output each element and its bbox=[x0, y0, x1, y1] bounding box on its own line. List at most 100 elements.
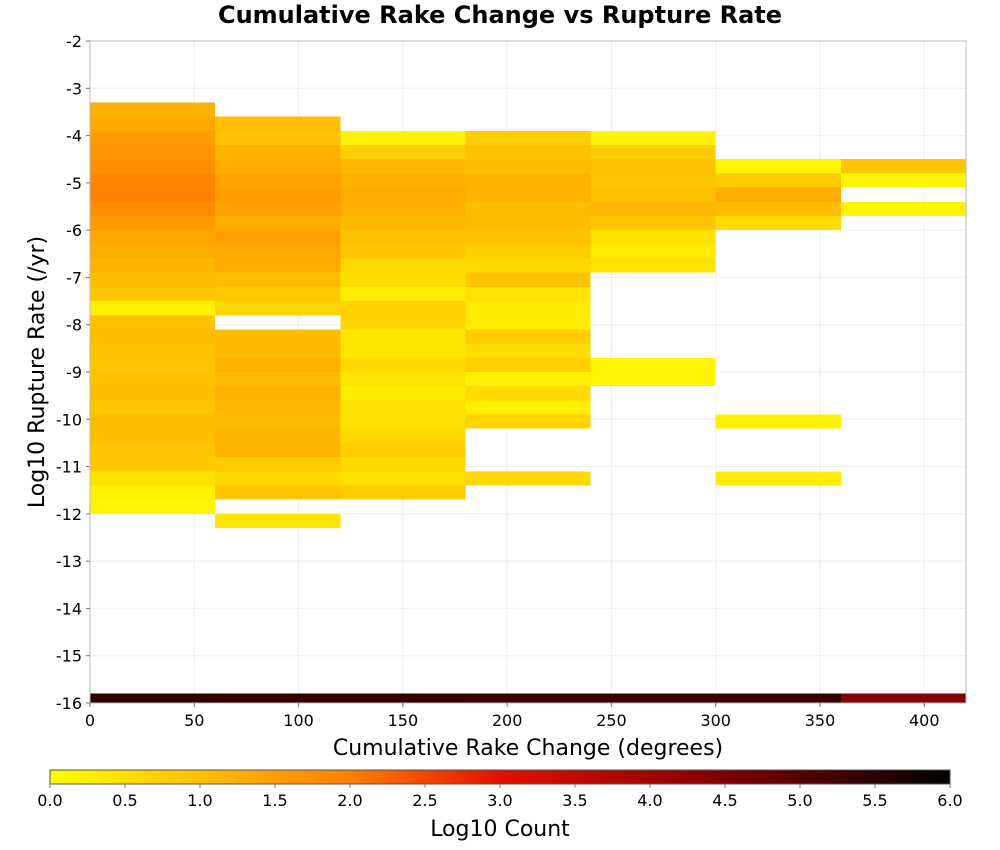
heatmap-cell bbox=[715, 201, 841, 216]
heatmap-cell bbox=[90, 400, 216, 415]
heatmap-cell bbox=[340, 187, 466, 202]
x-tick-label: 0 bbox=[85, 711, 95, 730]
chart-title: Cumulative Rake Change vs Rupture Rate bbox=[218, 1, 782, 29]
heatmap-cell bbox=[215, 230, 341, 245]
heatmap-cell bbox=[90, 159, 216, 174]
y-tick-label: -11 bbox=[56, 458, 82, 477]
heatmap-cell bbox=[465, 693, 591, 703]
heatmap-cell bbox=[590, 258, 716, 273]
heatmap-cell bbox=[465, 230, 591, 245]
y-tick-label: -7 bbox=[66, 268, 82, 287]
y-tick-label: -16 bbox=[56, 694, 82, 713]
heatmap-cell bbox=[340, 457, 466, 472]
colorbar-tick-label: 5.0 bbox=[787, 791, 812, 810]
y-axis-title: Log10 Rupture Rate (/yr) bbox=[25, 236, 50, 508]
heatmap-cell bbox=[90, 499, 216, 514]
colorbar-tick-label: 1.0 bbox=[187, 791, 212, 810]
heatmap-cell bbox=[465, 286, 591, 302]
y-tick-label: -6 bbox=[66, 221, 82, 240]
y-axis-ticks: -2 -3 -4 -5 -6 -7 -8 -9 -10 -11 -12 -13 -14 -15 -16 bbox=[56, 32, 90, 713]
heatmap-cell bbox=[340, 386, 466, 401]
colorbar-tick-label: 3.5 bbox=[562, 791, 587, 810]
heatmap-cell bbox=[465, 343, 591, 358]
heatmap-cell bbox=[715, 215, 841, 231]
y-tick-label: -14 bbox=[56, 599, 82, 618]
heatmap-cell bbox=[340, 693, 466, 703]
heatmap-cell bbox=[215, 301, 341, 316]
heatmap-cell bbox=[590, 693, 716, 703]
heatmap-cell bbox=[90, 187, 216, 202]
x-axis-ticks: 0 50 100 150 200 250 300 350 400 bbox=[85, 703, 940, 730]
colorbar-tick-label: 3.0 bbox=[487, 791, 512, 810]
colorbar-tick-label: 6.0 bbox=[937, 791, 962, 810]
colorbar-ticks: 0.0 0.5 1.0 1.5 2.0 2.5 3.0 3.5 4.0 4.5 5.0 5.5 6.0 bbox=[37, 784, 963, 810]
heatmap-cell bbox=[340, 400, 466, 415]
colorbar-tick-label: 1.5 bbox=[262, 791, 287, 810]
heatmap-cell bbox=[90, 258, 216, 273]
colorbar-tick-label: 2.0 bbox=[337, 791, 362, 810]
heatmap-cell bbox=[590, 244, 716, 259]
heatmap-cell bbox=[90, 693, 216, 703]
heatmap-cell bbox=[590, 357, 716, 372]
y-tick-label: -5 bbox=[66, 174, 82, 193]
heatmap-cell bbox=[715, 173, 841, 188]
heatmap-cell bbox=[215, 442, 341, 458]
x-tick-label: 50 bbox=[184, 711, 204, 730]
heatmap-cell bbox=[90, 272, 216, 287]
x-axis-title: Cumulative Rake Change (degrees) bbox=[333, 736, 723, 761]
heatmap-cell bbox=[340, 315, 466, 330]
heatmap-cell bbox=[465, 159, 591, 174]
heatmap-cell bbox=[215, 471, 341, 486]
heatmap-cell bbox=[590, 187, 716, 202]
colorbar-tick-label: 4.0 bbox=[637, 791, 662, 810]
heatmap-cell bbox=[90, 102, 216, 117]
heatmap-cell bbox=[215, 173, 341, 188]
heatmap-cell bbox=[715, 159, 841, 174]
colorbar-title: Log10 Count bbox=[430, 817, 570, 842]
heatmap-cell bbox=[465, 187, 591, 202]
heatmap-cell bbox=[465, 145, 591, 160]
heatmap-cell bbox=[215, 244, 341, 259]
heatmap-cell bbox=[715, 414, 841, 429]
heatmap-cell bbox=[465, 244, 591, 259]
heatmap-cell bbox=[90, 116, 216, 131]
heatmap-cell bbox=[340, 414, 466, 429]
colorbar-tick-label: 2.5 bbox=[412, 791, 437, 810]
heatmap-cell bbox=[340, 230, 466, 245]
heatmap-cell bbox=[90, 457, 216, 472]
heatmap-cell bbox=[215, 386, 341, 401]
heatmap-cell bbox=[90, 471, 216, 486]
colorbar-tick-label: 4.5 bbox=[712, 791, 737, 810]
heatmap-cell bbox=[215, 187, 341, 202]
heatmap-cell bbox=[590, 215, 716, 231]
heatmap-cell bbox=[465, 201, 591, 216]
heatmap-cell bbox=[215, 201, 341, 216]
y-tick-label: -10 bbox=[56, 410, 82, 429]
heatmap-cell bbox=[340, 258, 466, 273]
heatmap-cell bbox=[215, 343, 341, 358]
heatmap-cell bbox=[340, 442, 466, 458]
heatmap-cell bbox=[90, 357, 216, 372]
heatmap-cell bbox=[90, 230, 216, 245]
x-tick-label: 350 bbox=[805, 711, 836, 730]
heatmap-cell bbox=[465, 130, 591, 146]
heatmap-cell bbox=[340, 159, 466, 174]
y-tick-label: -3 bbox=[66, 79, 82, 98]
heatmap-cell bbox=[340, 471, 466, 486]
colorbar-tick-label: 0.5 bbox=[112, 791, 137, 810]
heatmap-cell bbox=[215, 286, 341, 302]
heatmap-cell bbox=[90, 414, 216, 429]
heatmap-cell bbox=[90, 130, 216, 146]
y-tick-label: -15 bbox=[56, 647, 82, 666]
y-tick-label: -12 bbox=[56, 505, 82, 524]
y-tick-label: -4 bbox=[66, 127, 82, 146]
heatmap-cell bbox=[590, 145, 716, 160]
heatmap-cell bbox=[465, 301, 591, 316]
heatmap-cell bbox=[840, 693, 966, 703]
y-tick-label: -2 bbox=[66, 32, 82, 51]
heatmap-cell bbox=[215, 145, 341, 160]
heatmap-cell bbox=[340, 215, 466, 231]
heatmap-cell bbox=[215, 457, 341, 472]
heatmap-cell bbox=[90, 372, 216, 387]
